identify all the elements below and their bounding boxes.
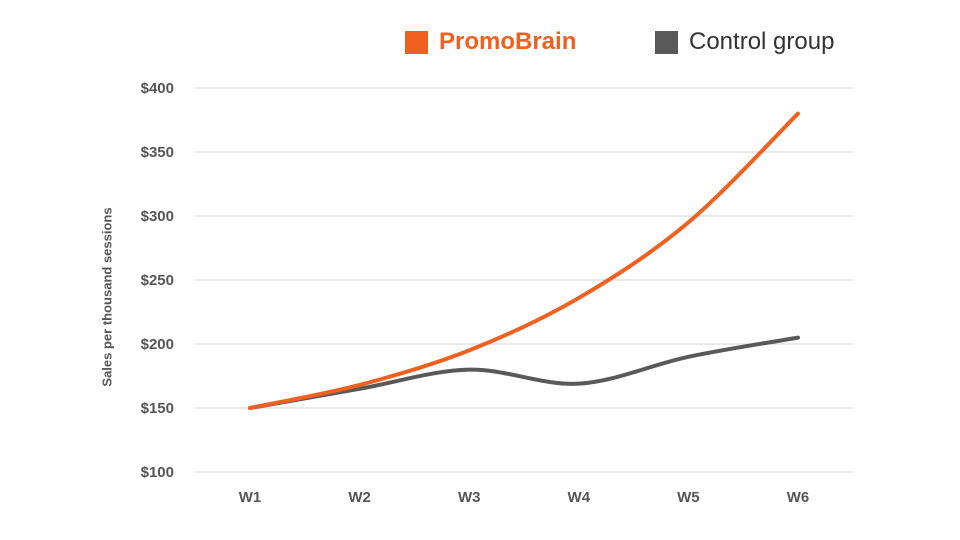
y-tick-label: $400 [141,80,174,97]
legend-swatch-control-group [655,30,678,54]
legend-label-promobrain: PromoBrain [439,28,577,55]
x-tick-label: W5 [677,489,700,506]
y-tick-label: $200 [141,336,174,353]
y-tick-label: $300 [141,208,174,225]
y-tick-label: $100 [141,464,174,481]
x-tick-label: W2 [348,489,371,506]
legend: PromoBrain Control group [0,26,960,58]
series-lines [248,111,800,410]
x-tick-label: W4 [568,489,591,506]
gridlines [195,87,853,473]
x-tick-label: W1 [239,489,262,506]
series-line-control-group [248,335,800,410]
legend-item-control-group: Control group [655,26,834,58]
y-axis-tick-labels: $100 $150 $200 $250 $300 $350 $400 [141,80,174,481]
legend-swatch-promobrain [405,30,428,54]
y-tick-label: $350 [141,144,174,161]
legend-item-promobrain: PromoBrain [405,26,576,58]
y-axis-title: Sales per thousand sessions [99,207,115,387]
x-axis-tick-labels: W1 W2 W3 W4 W5 W6 [239,489,810,506]
x-tick-label: W6 [787,489,810,506]
series-line-promobrain [248,111,800,410]
y-tick-label: $250 [141,272,174,289]
x-tick-label: W3 [458,489,481,506]
y-tick-label: $150 [141,400,174,417]
legend-label-control-group: Control group [689,28,835,55]
